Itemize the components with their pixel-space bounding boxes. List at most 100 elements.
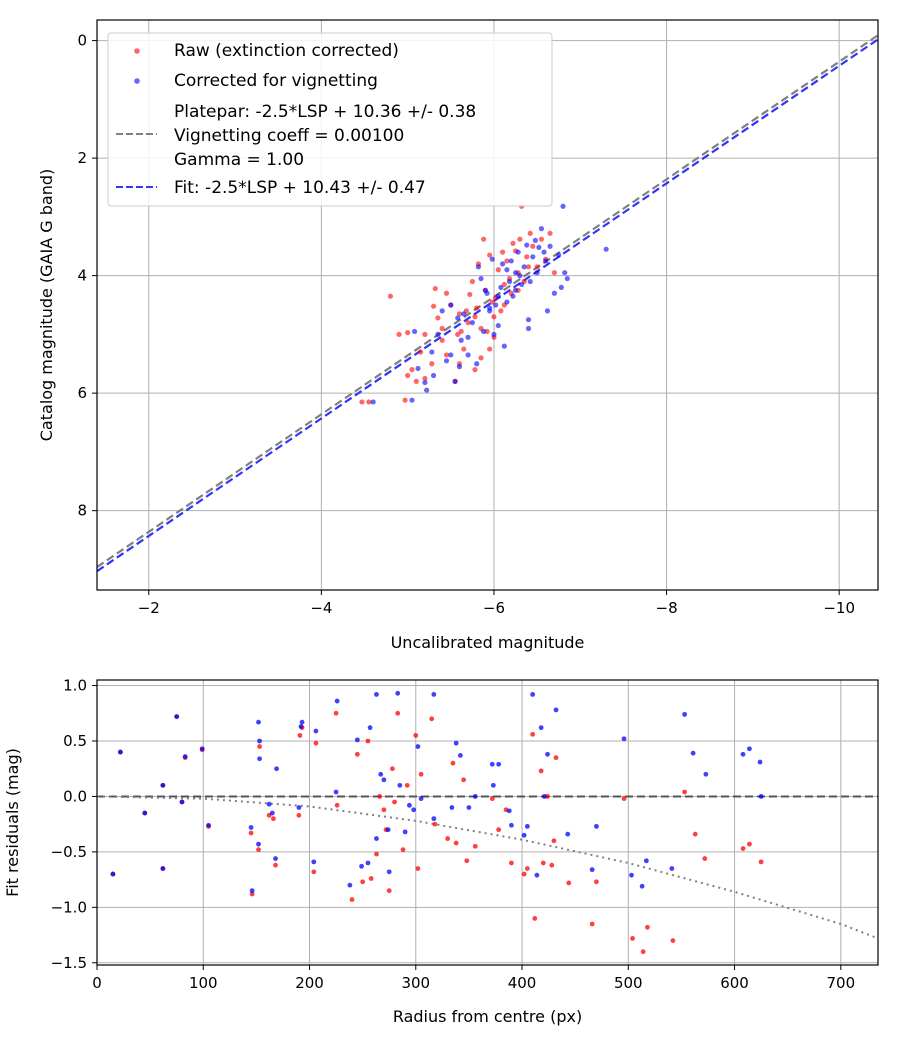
top-y-tick-label: 0	[77, 32, 87, 50]
bottom-series-0-point	[395, 710, 401, 716]
top-series-0-point	[465, 320, 471, 326]
top-series-1-point	[495, 322, 501, 329]
top-series-3-line	[97, 38, 878, 573]
bottom-series-1-point	[257, 738, 262, 744]
top-y-tick-label: 4	[77, 267, 87, 285]
top-series-0-point	[443, 352, 450, 358]
bottom-series-1-point	[273, 856, 278, 861]
bottom-series-0-point	[621, 796, 627, 802]
bottom-series-1-point	[418, 796, 424, 802]
top-series-1-point	[532, 237, 538, 243]
bottom-axes-frame	[96, 679, 879, 966]
bottom-series-0-point	[670, 938, 676, 944]
bottom-x-tick-label: 200	[295, 974, 324, 992]
top-series-1-point	[452, 378, 458, 384]
top-series-0-point	[405, 372, 411, 379]
top-series-1-point	[524, 242, 530, 248]
top-series-1-point	[456, 364, 463, 370]
top-series-1-point	[543, 258, 549, 264]
bottom-series-1-point	[415, 744, 421, 749]
bottom-series-1-point	[758, 794, 764, 799]
top-series-1-point	[415, 365, 421, 372]
bottom-series-1-point	[541, 794, 547, 799]
bottom-series-1-point	[386, 869, 392, 875]
top-series-0-point	[409, 367, 415, 373]
top-series-0-point	[402, 397, 408, 403]
top-series-1-point	[411, 328, 418, 335]
bottom-series-0-point	[450, 760, 456, 766]
bottom-series-0-point	[532, 916, 538, 921]
bottom-series-0-point	[256, 847, 261, 853]
bottom-series-0-point	[538, 768, 544, 774]
legend-fit-label: Fit: -2.5*LSP + 10.43 +/- 0.47	[174, 178, 426, 198]
bottom-series-1-point	[381, 777, 387, 783]
bottom-series-0-point	[489, 796, 495, 802]
top-series-1-point	[530, 254, 536, 260]
bottom-series-1-point	[367, 725, 373, 731]
bottom-y-axis-label: Fit residuals (mag)	[3, 748, 22, 897]
bottom-series-0-point	[594, 879, 599, 885]
bottom-series-1-point	[298, 724, 304, 729]
bottom-series-0-point	[630, 935, 635, 941]
bottom-series-1-point	[269, 810, 275, 816]
bottom-series-1-point	[509, 822, 514, 828]
bottom-y-tick-label: 1.0	[63, 677, 87, 695]
bottom-series-0-point	[400, 847, 406, 853]
legend-platepar-label: Platepar: -2.5*LSP + 10.36 +/- 0.38 Vigne…	[174, 102, 476, 170]
top-series-0-point	[489, 299, 495, 305]
top-series-1-point	[443, 358, 450, 364]
bottom-series-0-point	[496, 827, 502, 833]
top-series-0-point	[439, 325, 445, 332]
bottom-series-1-point	[402, 829, 408, 835]
bottom-x-tick-label: 400	[508, 974, 537, 992]
top-series-1-point	[603, 246, 609, 252]
bottom-y-tick-label: 0.5	[63, 732, 87, 750]
top-series-1-point	[448, 302, 454, 308]
top-series-1-point	[455, 315, 461, 321]
top-series-0-point	[418, 349, 424, 355]
top-series-0-point	[500, 249, 506, 255]
bottom-series-0-point	[549, 862, 555, 868]
bottom-series-0-point	[354, 751, 360, 757]
bottom-series-0-point	[464, 858, 470, 864]
bottom-series-1-point	[524, 823, 530, 829]
top-series-1-point	[515, 249, 521, 255]
bottom-series-0-point	[333, 710, 339, 716]
bottom-series-1-point	[395, 690, 401, 696]
top-series-1-point	[474, 361, 480, 367]
bottom-series-1-point	[385, 827, 391, 833]
top-series-1-point	[560, 203, 566, 209]
top-series-1-point	[541, 249, 547, 255]
top-series-1-point	[547, 243, 553, 249]
legend-platepar-line-2: Gamma = 1.00	[174, 150, 304, 170]
legend-corrected-marker	[134, 78, 140, 84]
bottom-series-1-point	[174, 714, 180, 719]
top-series-1-point	[538, 226, 545, 232]
top-series-0-point	[487, 252, 493, 258]
legend-raw-marker	[134, 48, 140, 54]
bottom-series-1-point	[160, 782, 166, 788]
bottom-series-0-point	[524, 866, 530, 871]
top-series-1-point	[527, 278, 533, 285]
top-series-1-point	[465, 352, 471, 358]
bottom-y-tick-label: −0.5	[51, 843, 87, 861]
top-series-1-point	[487, 305, 493, 311]
bottom-series-0-point	[415, 866, 421, 871]
bottom-series-1-point	[179, 799, 185, 805]
top-series-1-point	[435, 331, 441, 337]
bottom-series-1-point	[110, 871, 116, 877]
bottom-series-1-point	[182, 754, 188, 759]
top-series-0-point	[422, 375, 428, 382]
bottom-y-tick-label: −1.5	[51, 954, 87, 972]
top-series-1-point	[469, 320, 475, 326]
bottom-series-1-point	[757, 759, 763, 765]
top-series-0-point	[432, 285, 438, 292]
bottom-series-1-point	[506, 808, 512, 814]
top-y-tick-label: 8	[77, 502, 87, 520]
top-series-0-point	[366, 399, 372, 405]
top-series-1-point	[429, 349, 435, 355]
top-series-0-point	[467, 291, 473, 298]
top-series-0-point	[501, 281, 507, 288]
bottom-series-0-point	[521, 871, 527, 877]
